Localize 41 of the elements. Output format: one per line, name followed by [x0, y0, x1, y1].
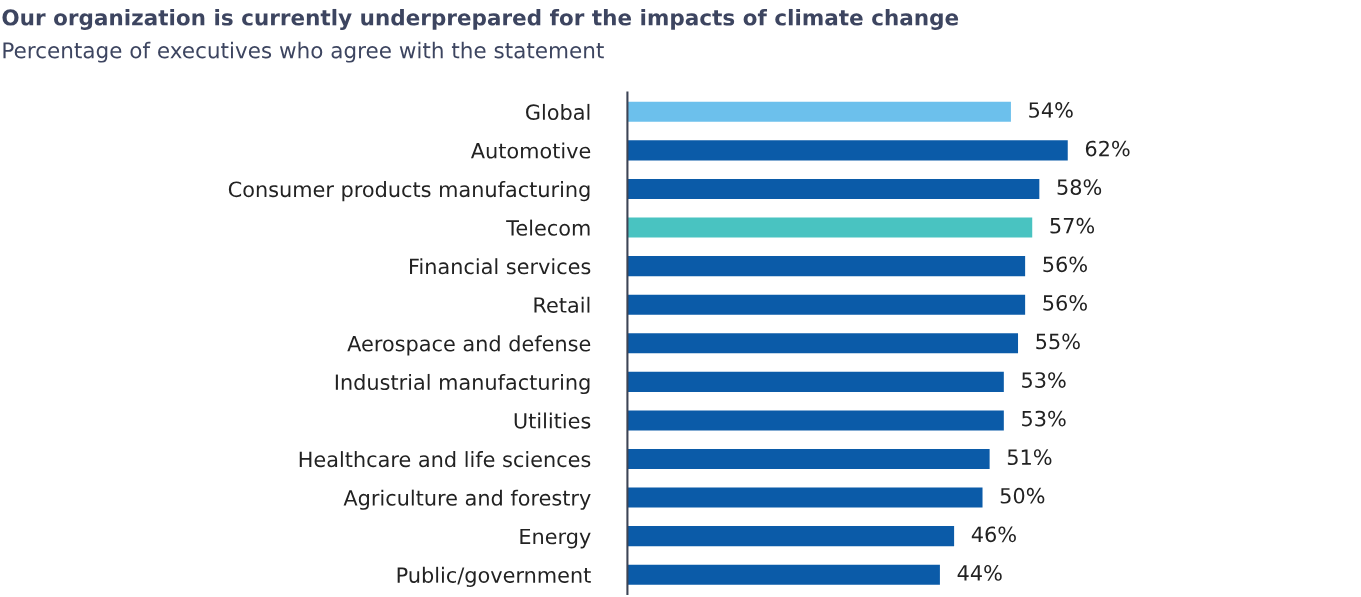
bar	[627, 526, 955, 547]
bar	[627, 410, 1004, 431]
bar	[627, 333, 1019, 354]
y-tick-label: Utilities	[514, 412, 591, 429]
y-tick-label: Consumer products manufacturing	[228, 181, 590, 202]
data-label: 55%	[1036, 333, 1080, 350]
y-tick-label: Healthcare and life sciences	[299, 451, 591, 468]
y-tick-label: Aerospace and defense	[347, 335, 591, 356]
bar	[627, 217, 1033, 238]
data-label: 54%	[1029, 102, 1073, 118]
y-tick-label: Public/government	[397, 566, 591, 587]
bar	[627, 256, 1026, 277]
data-label: 56%	[1043, 294, 1087, 311]
data-label: 58%	[1057, 179, 1102, 196]
y-tick-label: Global	[526, 103, 590, 121]
data-label: 44%	[957, 565, 1002, 581]
bar	[627, 564, 940, 585]
y-tick-label: Agriculture and forestry	[343, 489, 591, 510]
y-tick-label: Industrial manufacturing	[335, 373, 590, 395]
bar	[627, 487, 983, 508]
y-tick-label: Energy	[520, 528, 591, 549]
y-tick-label: Telecom	[506, 219, 590, 236]
bar	[627, 371, 1004, 392]
bar	[627, 294, 1026, 315]
bar	[627, 140, 1068, 161]
text: Percentage of executives who agree with the statement	[3, 41, 604, 63]
data-label: 53%	[1022, 410, 1066, 427]
data-label: 50%	[1000, 487, 1045, 504]
data-label: 56%	[1043, 256, 1087, 273]
y-tick-label: Retail	[534, 296, 590, 313]
y-tick-label: Financial services	[410, 258, 591, 275]
data-label: 57%	[1050, 217, 1095, 234]
data-label: 62%	[1085, 140, 1130, 157]
bar	[627, 178, 1040, 199]
data-label: 46%	[971, 526, 1016, 543]
data-label: 51%	[1007, 449, 1052, 466]
chart-title: Our organization is currently underprepared for the impacts of climate change	[2, 8, 959, 30]
bar	[627, 448, 990, 470]
y-tick-label: Automotive	[470, 142, 591, 159]
bar	[627, 101, 1011, 122]
data-label: 53%	[1022, 372, 1066, 388]
